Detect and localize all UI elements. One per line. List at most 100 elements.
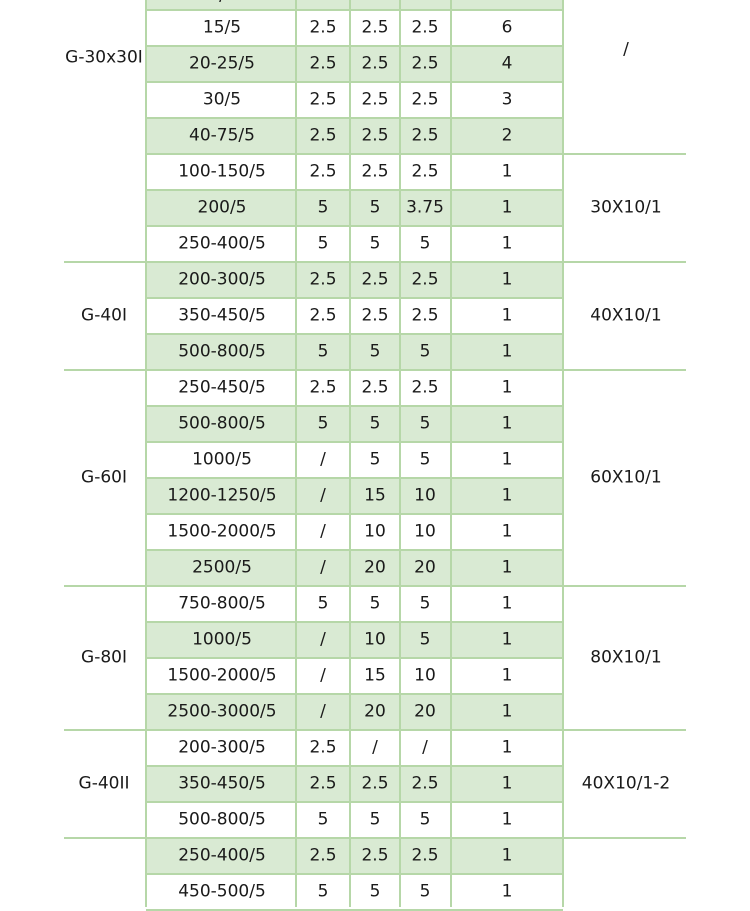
model-label: G-40II — [78, 773, 130, 794]
class-3-cell: 5 — [419, 881, 431, 902]
turns-cell: 1 — [501, 809, 513, 830]
grid-hline — [146, 513, 563, 515]
class-1-cell: 2.5 — [309, 305, 337, 326]
grid-vline — [450, 0, 452, 907]
ratio-cell: 200/5 — [197, 197, 247, 218]
row-fill — [146, 622, 563, 658]
ratio-cell: 1000/5 — [192, 449, 252, 470]
class-2-cell: 2.5 — [361, 125, 389, 146]
class-1-cell: 2.5 — [309, 161, 337, 182]
group-separator — [64, 585, 686, 587]
turns-cell: 1 — [501, 305, 513, 326]
busbar-label: 40X10/1-2 — [581, 773, 671, 794]
busbar-label: 30X10/1 — [590, 197, 662, 218]
ratio-cell: 2500-3000/5 — [167, 701, 277, 722]
class-1-cell: 2.5 — [309, 773, 337, 794]
grid-hline — [146, 621, 563, 623]
turns-cell: 1 — [501, 413, 513, 434]
class-1-cell: 2.5 — [309, 269, 337, 290]
class-1-cell: / — [320, 557, 326, 578]
class-2-cell: 15 — [364, 665, 386, 686]
grid-vline — [145, 0, 147, 907]
turns-cell: 1 — [501, 233, 513, 254]
grid-hline — [146, 405, 563, 407]
group-separator — [64, 729, 686, 731]
class-3-cell: 5 — [419, 413, 431, 434]
ratio-cell: 750-800/5 — [178, 593, 266, 614]
class-2-cell: 2.5 — [361, 377, 389, 398]
row-fill — [146, 694, 563, 730]
class-3-cell: 2.5 — [411, 89, 439, 110]
partial-row-fill — [146, 0, 563, 10]
class-3-cell: 5 — [419, 341, 431, 362]
group-separator — [64, 261, 686, 263]
class-1-cell: / — [320, 665, 326, 686]
class-2-cell: 5 — [369, 881, 381, 902]
grid-hline — [146, 765, 563, 767]
class-3-cell: 20 — [414, 557, 436, 578]
ratio-cell: 30/5 — [202, 89, 242, 110]
row-fill — [146, 478, 563, 514]
grid-vline — [349, 0, 351, 907]
grid-hline — [146, 189, 563, 191]
grid-hline — [146, 549, 563, 551]
class-3-cell: 10 — [414, 665, 436, 686]
class-1-cell: / — [320, 701, 326, 722]
class-2-cell: 5 — [369, 413, 381, 434]
ratio-cell: 2500/5 — [192, 557, 252, 578]
class-2-cell: 15 — [364, 485, 386, 506]
model-label: G-30x30I — [65, 47, 143, 68]
turns-cell: 1 — [501, 665, 513, 686]
row-fill — [146, 190, 563, 226]
grid-hline — [146, 873, 563, 875]
ratio-cell: 350-450/5 — [178, 305, 266, 326]
grid-hline — [146, 81, 563, 83]
ratio-cell: 350-450/5 — [178, 773, 266, 794]
class-1-cell: 2.5 — [309, 845, 337, 866]
row-fill — [146, 118, 563, 154]
turns-cell: 1 — [501, 629, 513, 650]
ratio-cell: 250-450/5 — [178, 377, 266, 398]
row-fill — [146, 838, 563, 874]
turns-cell: 4 — [501, 53, 513, 74]
turns-cell: 6 — [501, 17, 513, 38]
class-1-cell: / — [320, 485, 326, 506]
class-3-cell: 2.5 — [411, 161, 439, 182]
turns-cell: 3 — [501, 89, 513, 110]
class-2-cell: 2.5 — [361, 89, 389, 110]
turns-cell: 1 — [501, 269, 513, 290]
class-3-cell: 2.5 — [411, 17, 439, 38]
grid-hline — [146, 657, 563, 659]
row-fill — [146, 406, 563, 442]
grid-hline — [146, 9, 563, 11]
class-1-cell: 5 — [317, 341, 329, 362]
grid-hline — [146, 45, 563, 47]
class-3-cell: 20 — [414, 701, 436, 722]
model-label: G-40I — [81, 305, 127, 326]
class-1-cell: 5 — [317, 233, 329, 254]
turns-cell: 1 — [501, 197, 513, 218]
busbar-label: 80X10/1 — [590, 647, 662, 668]
class-3-cell: 5 — [419, 629, 431, 650]
class-3-cell: / — [422, 737, 428, 758]
class-2-cell: 5 — [369, 449, 381, 470]
row-fill — [146, 550, 563, 586]
class-1-cell: / — [320, 521, 326, 542]
turns-cell: 1 — [501, 557, 513, 578]
turns-cell: 1 — [501, 593, 513, 614]
ratio-cell: 1500-2000/5 — [167, 521, 277, 542]
ratio-cell: 500-800/5 — [178, 341, 266, 362]
ratio-cell: 250-400/5 — [178, 233, 266, 254]
class-1-cell: 2.5 — [309, 17, 337, 38]
class-1-cell: 5 — [317, 197, 329, 218]
grid-hline — [146, 441, 563, 443]
class-1-cell: 2.5 — [309, 53, 337, 74]
class-2-cell: 2.5 — [361, 305, 389, 326]
model-label: G-60I — [81, 467, 127, 488]
ratio-cell: 1200-1250/5 — [167, 485, 277, 506]
ratio-cell: 500-800/5 — [178, 809, 266, 830]
model-label: G-80I — [81, 647, 127, 668]
class-3-cell: 10 — [414, 521, 436, 542]
row-fill — [146, 262, 563, 298]
